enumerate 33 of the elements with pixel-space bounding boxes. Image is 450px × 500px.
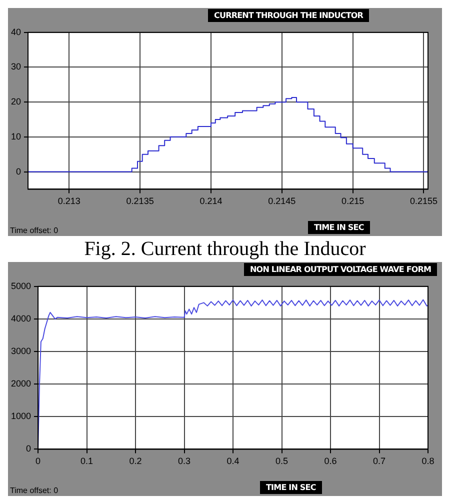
y-tick-label: 0 bbox=[16, 166, 22, 176]
x-tick-label: 0.215 bbox=[342, 196, 364, 206]
y-tick-label: 5000 bbox=[10, 280, 32, 291]
x-tick-label: 0.4 bbox=[226, 456, 240, 466]
chart-title: NON LINEAR OUTPUT VOLTAGE WAVE FORM bbox=[244, 263, 438, 276]
text: Time offset: 0 bbox=[10, 226, 58, 235]
x-tick-label: 0.7 bbox=[372, 456, 386, 466]
x-tick-label: 0.2135 bbox=[126, 196, 154, 206]
y-tick-label: 20 bbox=[10, 96, 22, 107]
caption: Fig. 2. Current through the Inducor bbox=[83, 237, 367, 262]
x-tick-label: 0.8 bbox=[422, 456, 434, 466]
chart-title: CURRENT THROUGH THE INDUCTOR bbox=[208, 9, 370, 22]
y-tick-label: 2000 bbox=[10, 378, 32, 389]
x-tick-label: 0.2155 bbox=[410, 196, 438, 206]
y-tick-label: 0 bbox=[26, 444, 32, 454]
x-tick-label: 0.1 bbox=[80, 456, 94, 466]
text: Time offset: 0 bbox=[10, 486, 58, 495]
x-tick-label: 0.213 bbox=[58, 196, 80, 206]
x-tick-label: 0.3 bbox=[178, 456, 191, 466]
y-tick-label: 4000 bbox=[10, 313, 32, 324]
y-tick-label: 1000 bbox=[10, 411, 32, 422]
x-axis-title: TIME IN SEC bbox=[260, 481, 322, 494]
x-axis-title: TIME IN SEC bbox=[308, 221, 370, 234]
y-tick-label: 10 bbox=[10, 131, 22, 142]
x-tick-label: 0 bbox=[36, 456, 41, 466]
x-tick-label: 0.5 bbox=[276, 456, 288, 466]
y-tick-label: 3000 bbox=[10, 346, 32, 356]
x-tick-label: 0.2145 bbox=[268, 196, 296, 206]
x-tick-label: 0.2 bbox=[129, 456, 142, 466]
y-tick-label: 30 bbox=[10, 62, 22, 72]
x-tick-label: 0.214 bbox=[200, 196, 222, 206]
x-tick-label: 0.6 bbox=[324, 456, 337, 466]
y-tick-label: 40 bbox=[10, 26, 22, 37]
